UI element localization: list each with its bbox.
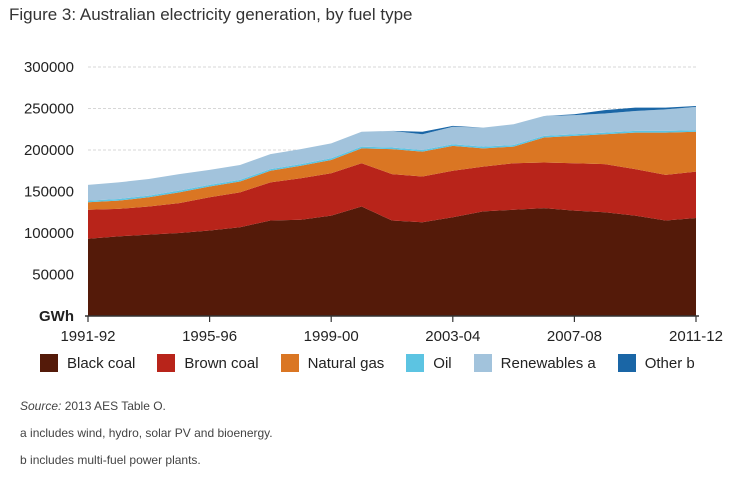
x-tick-label: 2003-04: [425, 328, 480, 345]
legend-label: Renewables a: [500, 354, 596, 372]
area-natural-gas: [88, 131, 696, 210]
legend-swatch: [406, 354, 425, 372]
area-chart: 50000 100000 150000 200000 250000 300000 GWh 19…: [24, 59, 723, 345]
chart-title: Figure 3: Australian electricity generat…: [9, 5, 413, 24]
legend-swatch: [617, 354, 636, 372]
legend-swatch: [40, 354, 58, 372]
x-tick-label: 1991-92: [60, 328, 115, 345]
footnote-b-mark: b: [20, 453, 27, 467]
y-tick-label: 300000: [24, 59, 74, 76]
area-black-coal: [88, 206, 696, 316]
legend-item: Other b: [617, 354, 695, 372]
legend-label: Brown coal: [184, 354, 259, 372]
x-tick-label: 2011-12: [669, 328, 723, 345]
footnote-a-text: includes wind, hydro, solar PV and bioen…: [26, 426, 273, 440]
chart-legend: Black coal Brown coal Natural gas Oil Renewa…: [40, 354, 717, 372]
legend-item: Natural gas: [280, 354, 385, 372]
legend-item: Brown coal: [157, 354, 259, 372]
y-tick-label: 250000: [24, 101, 74, 118]
y-tick-label: 50000: [32, 267, 74, 284]
area-renewables-a: [88, 106, 696, 201]
x-tick-label: 2007-08: [547, 328, 602, 345]
legend-swatch: [280, 354, 299, 372]
source-label: Source:: [20, 399, 62, 413]
legend-item: Renewables a: [473, 354, 596, 372]
source-note: Source: 2013 AES Table O.: [20, 398, 273, 425]
footnote-a: a includes wind, hydro, solar PV and bio…: [20, 425, 273, 452]
y-tick-label: 100000: [24, 225, 74, 242]
legend-label: Natural gas: [307, 354, 385, 372]
legend-label: Black coal: [67, 354, 136, 372]
y-unit-label: GWh: [39, 308, 74, 325]
legend-label: Other b: [644, 354, 695, 372]
x-tick-label: 1999-00: [304, 328, 359, 345]
y-tick-label: 150000: [24, 184, 74, 201]
source-text: 2013 AES Table O.: [61, 399, 166, 413]
legend-item: Oil: [406, 354, 452, 372]
footnote-b-text: includes multi-fuel power plants.: [26, 453, 201, 467]
legend-item: Black coal: [40, 354, 135, 372]
footnote-b: b includes multi-fuel power plants.: [20, 452, 273, 479]
area-brown-coal: [88, 162, 696, 239]
x-tick-label: 1995-96: [182, 328, 237, 345]
chart-notes: Source: 2013 AES Table O. a includes win…: [20, 398, 273, 479]
y-tick-label: 200000: [24, 142, 74, 159]
legend-label: Oil: [433, 354, 452, 372]
legend-swatch: [473, 354, 492, 372]
footnote-a-mark: a: [20, 426, 27, 440]
legend-swatch: [157, 354, 176, 372]
